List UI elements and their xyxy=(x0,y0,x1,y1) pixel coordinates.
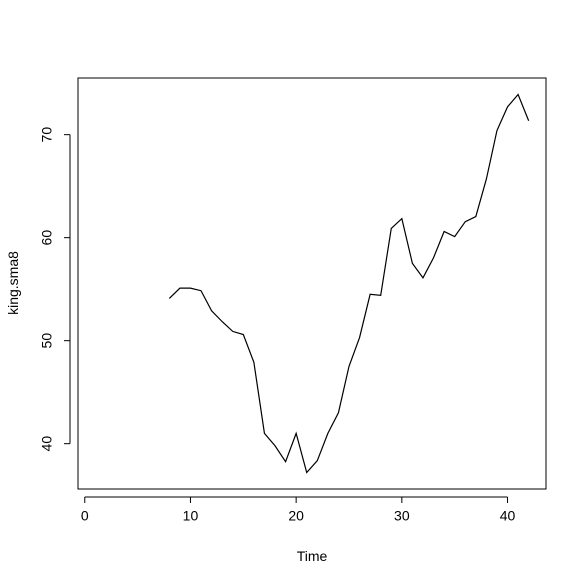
x-axis-label: Time xyxy=(297,548,328,564)
y-tick-label: 50 xyxy=(39,333,55,349)
plot-box xyxy=(77,77,547,490)
y-tick-label: 60 xyxy=(39,230,55,246)
data-line xyxy=(168,93,530,474)
x-tick-label: 40 xyxy=(500,508,516,524)
x-tick-label: 0 xyxy=(81,508,89,524)
y-tick-label: 70 xyxy=(39,127,55,143)
y-axis-label: king.sma8 xyxy=(5,251,21,315)
x-tick-label: 30 xyxy=(394,508,410,524)
y-tick-label: 40 xyxy=(39,436,55,452)
x-tick-label: 10 xyxy=(183,508,199,524)
x-tick-label: 20 xyxy=(288,508,304,524)
